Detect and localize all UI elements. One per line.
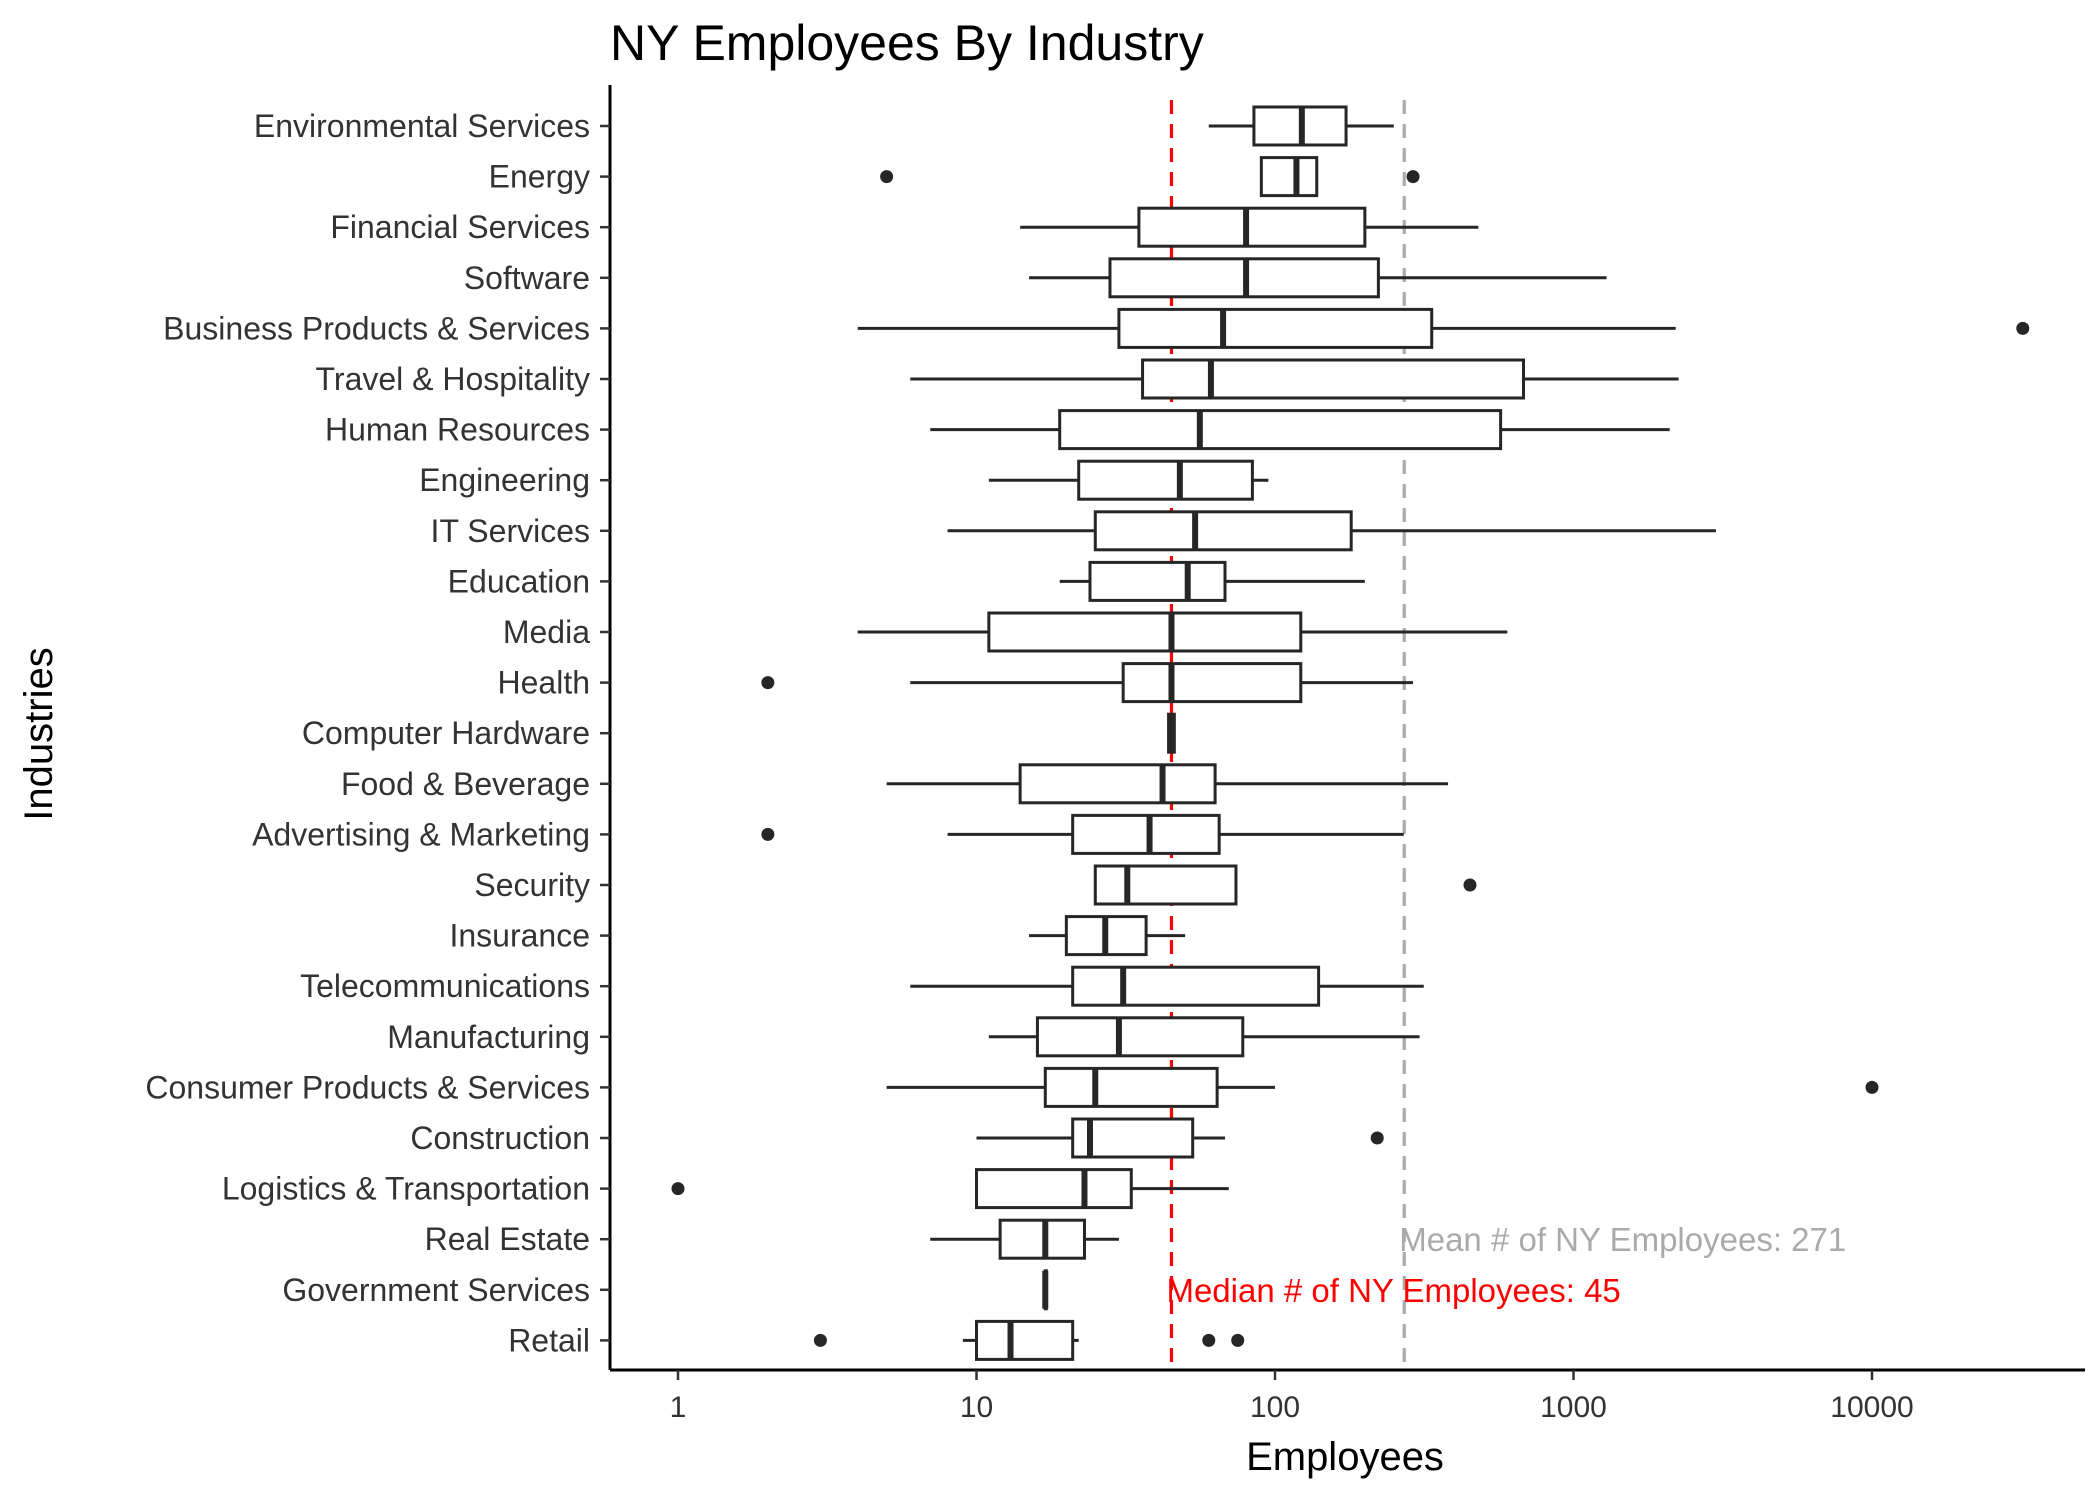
x-tick-label: 1000 (1540, 1391, 1607, 1424)
box-security (1093, 864, 1238, 906)
y-tick-label-human-resources: Human Resources (325, 412, 590, 448)
y-tick-label-food-and-beverage: Food & Beverage (341, 766, 590, 802)
y-tick-label-it-services: IT Services (431, 513, 590, 549)
box-consumer-products-and-services (1043, 1066, 1219, 1108)
y-tick-label-education: Education (448, 563, 590, 599)
box-food-and-beverage (1018, 763, 1217, 805)
y-tick-label-retail: Retail (508, 1322, 590, 1358)
outlier-construction (1370, 1131, 1384, 1145)
y-tick-label-financial-services: Financial Services (330, 209, 590, 245)
outlier-energy (880, 170, 894, 184)
y-axis-title: Industries (17, 647, 61, 820)
box-manufacturing (1035, 1016, 1245, 1058)
box-travel-and-hospitality (1141, 358, 1526, 400)
box-education (1088, 560, 1227, 602)
box-engineering (1077, 459, 1254, 501)
outlier-retail (813, 1333, 827, 1347)
box-media (987, 611, 1303, 653)
median-annotation: Median # of NY Employees: 45 (1166, 1272, 1620, 1309)
box-health (1121, 662, 1303, 704)
outlier-advertising-and-marketing (761, 827, 775, 841)
outlier-energy (1406, 170, 1420, 184)
x-axis-title: Employees (1246, 1435, 1444, 1479)
box-it-services (1093, 510, 1353, 552)
y-tick-label-construction: Construction (410, 1120, 590, 1156)
plot-area: 1 10 100 1000 10000 Environmental Services Ene… (145, 85, 2085, 1424)
y-tick-label-travel-and-hospitality: Travel & Hospitality (316, 361, 590, 397)
x-tick-label: 10000 (1830, 1391, 1913, 1424)
y-tick-label-software: Software (464, 260, 590, 296)
box-energy (1259, 156, 1319, 198)
y-tick-label-insurance: Insurance (449, 918, 590, 954)
outlier-business-products-and-services (2016, 321, 2030, 335)
y-tick-label-energy: Energy (489, 159, 590, 195)
y-tick-label-telecommunications: Telecommunications (300, 968, 590, 1004)
outlier-consumer-products-and-services (1865, 1080, 1879, 1094)
y-tick-label-engineering: Engineering (419, 462, 590, 498)
y-tick-label-logistics-and-transportation: Logistics & Transportation (222, 1171, 590, 1207)
x-tick-label: 10 (960, 1391, 993, 1424)
outlier-health (761, 676, 775, 690)
box-telecommunications (1071, 965, 1321, 1007)
y-tick-label-consumer-products-and-services: Consumer Products & Services (145, 1069, 590, 1105)
y-tick-label-real-estate: Real Estate (425, 1221, 590, 1257)
box-human-resources (1058, 409, 1503, 451)
box-logistics-and-transportation (975, 1168, 1133, 1210)
outlier-security (1463, 878, 1477, 892)
y-tick-label-computer-hardware: Computer Hardware (302, 715, 590, 751)
y-tick-label-manufacturing: Manufacturing (387, 1019, 590, 1055)
x-tick-label: 100 (1250, 1391, 1300, 1424)
y-tick-label-environmental-services: Environmental Services (254, 108, 590, 144)
y-tick-label-business-products-and-services: Business Products & Services (163, 310, 590, 346)
x-tick-label: 1 (670, 1391, 687, 1424)
outlier-retail (1202, 1333, 1216, 1347)
box-advertising-and-marketing (1071, 813, 1221, 855)
outlier-retail (1231, 1333, 1245, 1347)
chart-title: NY Employees By Industry (610, 15, 1204, 71)
box-business-products-and-services (1117, 307, 1434, 349)
y-tick-label-government-services: Government Services (282, 1272, 590, 1308)
y-tick-label-media: Media (503, 614, 590, 650)
box-financial-services (1137, 206, 1367, 248)
y-tick-label-advertising-and-marketing: Advertising & Marketing (252, 816, 590, 852)
box-retail (975, 1319, 1075, 1361)
outlier-logistics-and-transportation (671, 1182, 685, 1196)
mean-annotation: Mean # of NY Employees: 271 (1399, 1221, 1846, 1258)
y-tick-label-security: Security (474, 867, 590, 903)
y-tick-label-health: Health (498, 665, 591, 701)
